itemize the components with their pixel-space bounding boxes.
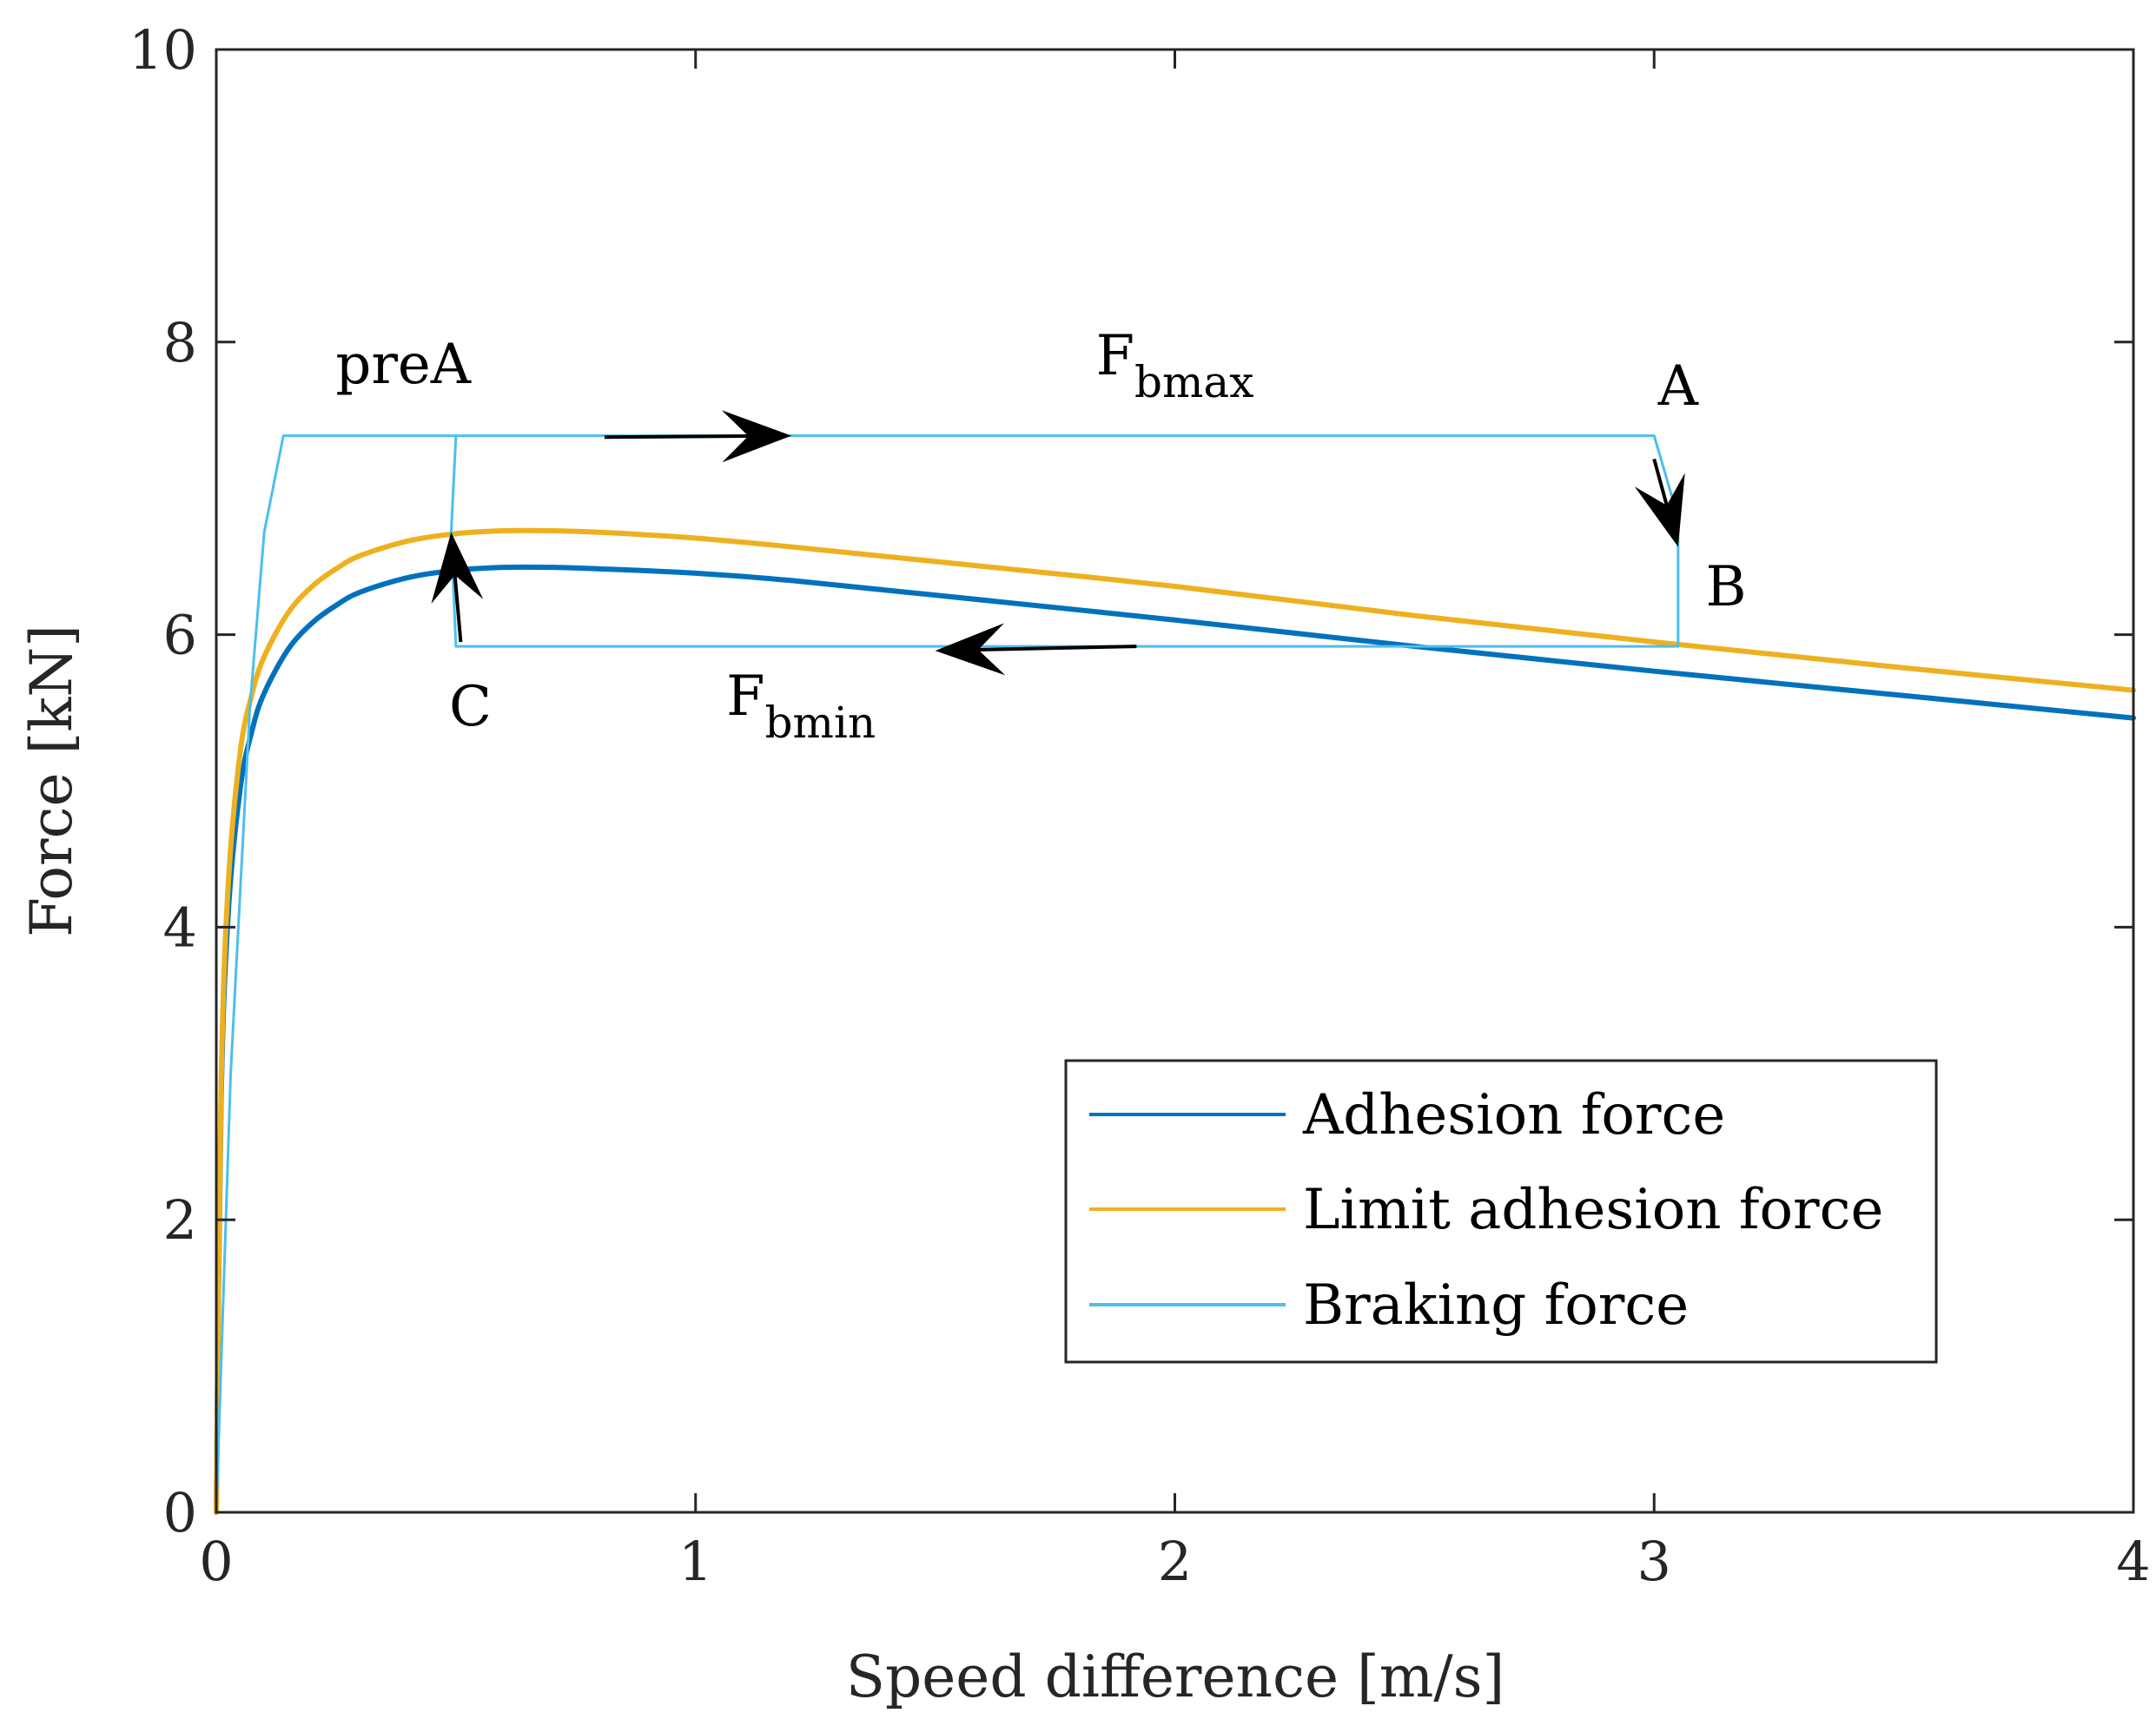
annotation-b: B (1705, 555, 1746, 619)
arrow-shaft-4 (453, 574, 463, 643)
y-tick-label: 10 (129, 18, 197, 82)
series-line-adhesion-force (214, 564, 2136, 1515)
y-tick-label: 6 (163, 604, 197, 667)
x-axis-title: Speed difference [m/s] (846, 1643, 1505, 1710)
annotation-c: C (449, 675, 492, 739)
tick-layer: 0 1 2 3 4 0 2 4 6 8 10 (129, 18, 2151, 1593)
arrow-layer (431, 410, 1685, 676)
y-tick-label: 2 (163, 1188, 197, 1252)
arrow-head-2 (1634, 473, 1685, 547)
arrow-shaft-2 (1652, 458, 1669, 506)
legend-label-braking-force: Braking force (1303, 1273, 1689, 1338)
arrow-shaft-3 (978, 645, 1137, 652)
annotation-f-bmin: Fbmin (726, 665, 876, 748)
x-tick-label: 2 (1158, 1530, 1192, 1593)
y-tick-label: 4 (163, 896, 197, 959)
y-axis-title: Force [kN] (18, 625, 85, 937)
x-tick-label: 3 (1637, 1530, 1671, 1593)
arrow-head-3 (935, 623, 1006, 676)
series-line-braking-force (215, 434, 1680, 1514)
legend-box (1064, 1059, 1938, 1364)
legend-label-adhesion-force: Adhesion force (1302, 1083, 1725, 1147)
annotation-a: A (1657, 354, 1699, 419)
x-tick-label: 1 (678, 1530, 712, 1593)
series-layer (214, 434, 2136, 1515)
arrow-head-1 (721, 410, 792, 463)
y-tick-label: 0 (163, 1481, 197, 1544)
annotation-f-bmax: Fbmax (1096, 324, 1254, 407)
y-tick-label: 8 (163, 311, 197, 374)
series-line-limit-adhesion-force (214, 527, 2136, 1515)
annotation-prea: preA (335, 333, 471, 397)
arrow-shaft-1 (604, 433, 749, 440)
arrow-head-4 (431, 532, 484, 605)
x-tick-label: 4 (2116, 1530, 2150, 1593)
x-tick-label: 0 (199, 1530, 233, 1593)
legend-label-limit-adhesion-force: Limit adhesion force (1303, 1178, 1883, 1242)
legend: Adhesion force Limit adhesion force Brak… (1064, 1059, 1938, 1364)
annotation-layer: preA Fbmax A B C Fbmin (335, 324, 1746, 748)
